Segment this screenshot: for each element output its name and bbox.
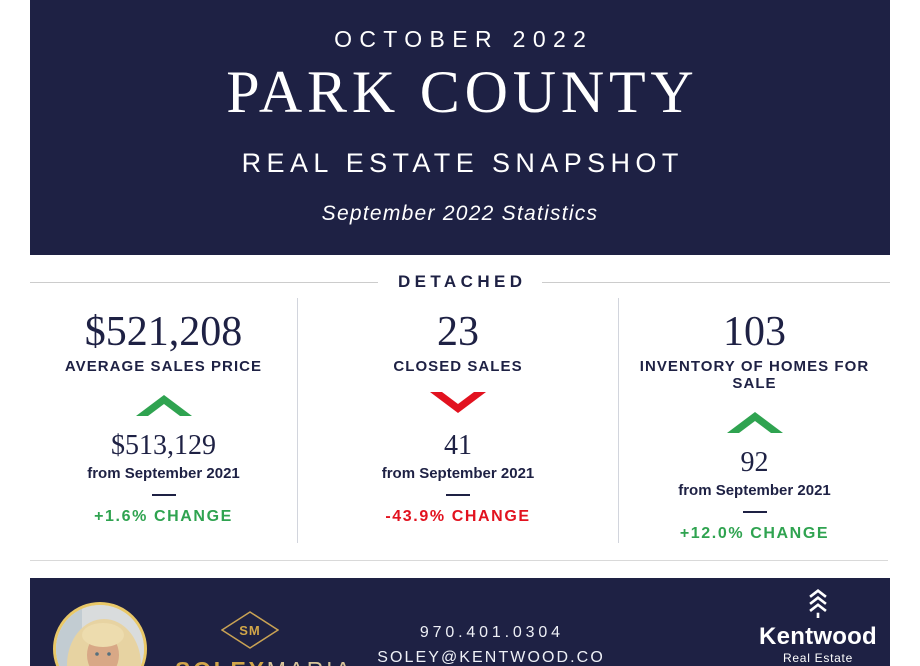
trend-up-icon — [619, 408, 890, 439]
brokerage-name: Kentwood — [759, 623, 877, 650]
stat-card-closed-sales: 23 CLOSED SALES 41 from September 2021 -… — [297, 298, 618, 544]
stat-dash — [446, 494, 470, 497]
stat-label: AVERAGE SALES PRICE — [64, 358, 263, 376]
county-title: PARK COUNTY — [226, 59, 699, 125]
month-label: OCTOBER 2022 — [334, 26, 594, 52]
stat-label: INVENTORY OF HOMES FOR SALE — [639, 358, 870, 393]
contact-block: 970.401.0304 SOLEY@KENTWOOD.CO — [350, 625, 630, 666]
stats-grid: $521,208 AVERAGE SALES PRICE $513,129 fr… — [30, 298, 890, 544]
brokerage-subtitle: Real Estate — [783, 651, 853, 665]
monogram-diamond: SM — [220, 611, 280, 649]
email-address: SOLEY@KENTWOOD.CO — [377, 649, 605, 666]
stat-period: from September 2021 — [678, 482, 831, 500]
stat-change: +1.6% CHANGE — [94, 508, 233, 526]
divider-line-left — [30, 281, 378, 283]
stat-value: 103 — [723, 309, 786, 355]
stat-label: CLOSED SALES — [393, 358, 523, 376]
footer-banner: SM SOLEYMARIA 970.401.0304 SOLEY@KENTWOO… — [30, 578, 890, 666]
snapshot-subtitle: REAL ESTATE SNAPSHOT — [241, 148, 684, 178]
footer-divider-line — [30, 560, 888, 561]
brokerage-logo: Kentwood Real Estate - A Berkshire Hatha… — [738, 588, 898, 666]
stat-card-inventory: 103 INVENTORY OF HOMES FOR SALE 92 from … — [618, 298, 890, 544]
divider-line-right — [542, 281, 891, 283]
section-label: DETACHED — [397, 272, 527, 291]
stat-value: $521,208 — [84, 309, 243, 355]
stat-previous-value: 92 — [740, 447, 769, 479]
section-divider: DETACHED — [30, 272, 891, 292]
stat-value: 23 — [437, 309, 479, 355]
stat-previous-value: $513,129 — [111, 430, 216, 462]
stat-change: -43.9% CHANGE — [385, 508, 531, 526]
agent-last-name: MARIA — [267, 657, 354, 666]
agent-name: SOLEYMARIA — [175, 657, 351, 666]
kentwood-tree-icon — [738, 588, 898, 622]
stat-dash — [151, 494, 176, 497]
trend-up-icon — [30, 391, 297, 422]
stat-period: from September 2021 — [381, 465, 535, 483]
stat-previous-value: 41 — [444, 430, 472, 462]
stat-dash — [742, 511, 767, 514]
stat-card-average-sales-price: $521,208 AVERAGE SALES PRICE $513,129 fr… — [30, 298, 297, 543]
stat-period: from September 2021 — [87, 465, 240, 483]
statistics-tagline: September 2022 Statistics — [321, 202, 599, 225]
agent-photo — [53, 602, 147, 666]
header-banner: OCTOBER 2022 PARK COUNTY REAL ESTATE SNA… — [30, 0, 890, 255]
monogram-text: SM — [239, 623, 261, 638]
phone-number: 970.401.0304 — [419, 624, 564, 641]
trend-down-icon — [298, 391, 618, 422]
stat-change: +12.0% CHANGE — [679, 525, 830, 543]
agent-brand-block: SM SOLEYMARIA — [175, 578, 351, 666]
agent-first-name: SOLEY — [175, 657, 267, 666]
